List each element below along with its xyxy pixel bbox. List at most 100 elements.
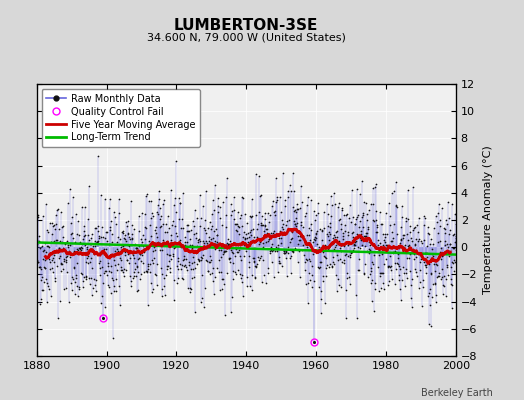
- Point: [116, 236, 124, 242]
- Point: [211, 274, 220, 280]
- Point: [419, 237, 428, 244]
- Point: [371, 279, 379, 286]
- Point: [114, 234, 123, 240]
- Point: [300, 252, 308, 258]
- Point: [295, 248, 303, 254]
- Point: [445, 241, 454, 248]
- Point: [99, 250, 107, 256]
- Point: [380, 237, 388, 243]
- Point: [169, 251, 177, 258]
- Point: [94, 228, 103, 234]
- Point: [256, 191, 265, 198]
- Point: [449, 232, 457, 238]
- Point: [252, 263, 260, 270]
- Point: [310, 208, 318, 214]
- Point: [282, 255, 290, 262]
- Point: [369, 218, 378, 224]
- Point: [160, 229, 169, 235]
- Point: [72, 260, 81, 266]
- Point: [120, 266, 128, 272]
- Point: [191, 265, 200, 272]
- Point: [454, 218, 462, 225]
- Point: [67, 220, 75, 226]
- Point: [233, 228, 242, 234]
- Point: [411, 254, 420, 260]
- Point: [94, 235, 103, 242]
- Point: [157, 222, 165, 229]
- Point: [412, 269, 420, 275]
- Point: [322, 255, 331, 261]
- Point: [270, 274, 278, 280]
- Point: [100, 246, 108, 252]
- Point: [276, 194, 284, 200]
- Point: [289, 248, 298, 254]
- Point: [287, 188, 296, 194]
- Point: [231, 221, 239, 227]
- Point: [259, 244, 267, 251]
- Point: [143, 191, 151, 197]
- Point: [395, 245, 403, 251]
- Point: [227, 212, 236, 218]
- Point: [388, 229, 397, 235]
- Point: [72, 211, 80, 218]
- Point: [214, 202, 223, 209]
- Point: [274, 245, 282, 252]
- Point: [108, 275, 116, 281]
- Point: [40, 240, 49, 246]
- Point: [205, 219, 214, 226]
- Point: [239, 241, 248, 248]
- Point: [235, 224, 243, 230]
- Point: [365, 206, 373, 213]
- Point: [159, 197, 168, 203]
- Point: [309, 251, 318, 258]
- Point: [194, 256, 202, 262]
- Point: [116, 244, 125, 250]
- Point: [270, 212, 279, 218]
- Point: [433, 262, 441, 268]
- Point: [248, 255, 257, 262]
- Point: [311, 237, 319, 243]
- Point: [66, 250, 74, 257]
- Point: [89, 247, 97, 254]
- Point: [247, 214, 255, 220]
- Point: [432, 219, 441, 225]
- Point: [182, 222, 191, 228]
- Point: [245, 264, 254, 270]
- Point: [314, 200, 322, 206]
- Point: [242, 231, 250, 237]
- Point: [261, 216, 270, 222]
- Point: [159, 221, 167, 227]
- Point: [178, 262, 186, 268]
- Point: [307, 221, 315, 228]
- Point: [252, 212, 260, 218]
- Point: [297, 222, 305, 228]
- Point: [143, 268, 151, 275]
- Point: [248, 286, 256, 293]
- Point: [39, 264, 48, 270]
- Point: [97, 300, 105, 306]
- Point: [450, 268, 458, 274]
- Point: [40, 279, 48, 286]
- Point: [426, 302, 434, 308]
- Point: [222, 194, 230, 200]
- Point: [416, 285, 424, 291]
- Point: [307, 247, 315, 253]
- Point: [80, 228, 89, 234]
- Point: [212, 241, 220, 248]
- Point: [235, 230, 244, 237]
- Point: [143, 269, 151, 275]
- Point: [146, 222, 154, 228]
- Point: [59, 266, 68, 272]
- Point: [83, 232, 92, 238]
- Point: [174, 255, 182, 261]
- Point: [219, 276, 227, 282]
- Point: [34, 259, 42, 265]
- Point: [317, 310, 325, 316]
- Point: [201, 226, 209, 233]
- Point: [264, 270, 272, 276]
- Point: [359, 210, 367, 216]
- Point: [54, 206, 62, 212]
- Point: [193, 215, 202, 221]
- Point: [199, 238, 208, 244]
- Point: [416, 267, 424, 273]
